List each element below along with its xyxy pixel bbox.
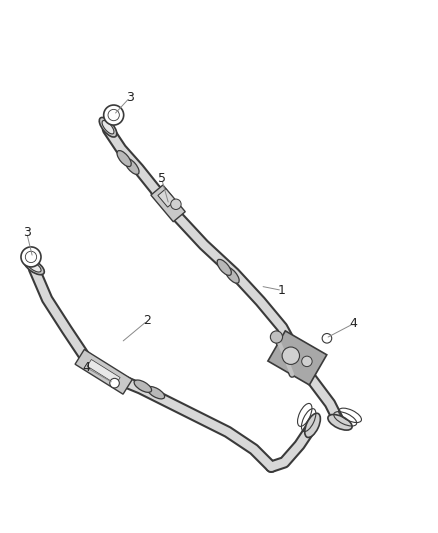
Text: 1: 1 xyxy=(278,284,286,297)
Ellipse shape xyxy=(27,261,41,272)
Ellipse shape xyxy=(217,260,231,276)
Text: 3: 3 xyxy=(126,91,134,104)
Polygon shape xyxy=(87,359,120,384)
Ellipse shape xyxy=(147,386,165,399)
Polygon shape xyxy=(151,185,185,222)
Ellipse shape xyxy=(24,259,44,274)
Ellipse shape xyxy=(225,267,239,283)
Circle shape xyxy=(25,251,37,263)
Ellipse shape xyxy=(305,413,320,438)
Polygon shape xyxy=(158,189,176,207)
Text: 2: 2 xyxy=(143,314,151,327)
Text: 4: 4 xyxy=(349,318,357,330)
Ellipse shape xyxy=(117,150,131,167)
Circle shape xyxy=(104,105,124,125)
Circle shape xyxy=(171,199,181,209)
Circle shape xyxy=(110,378,119,388)
Ellipse shape xyxy=(134,380,152,392)
Circle shape xyxy=(21,247,41,267)
Ellipse shape xyxy=(102,120,114,134)
Polygon shape xyxy=(75,350,132,394)
Text: 5: 5 xyxy=(158,172,166,185)
Ellipse shape xyxy=(125,158,139,174)
Ellipse shape xyxy=(99,117,117,137)
Ellipse shape xyxy=(328,415,352,430)
Text: 4: 4 xyxy=(82,361,90,374)
Circle shape xyxy=(108,109,119,120)
Text: 3: 3 xyxy=(23,226,31,239)
Circle shape xyxy=(322,334,332,343)
Circle shape xyxy=(270,331,283,343)
Polygon shape xyxy=(268,331,327,385)
Circle shape xyxy=(302,356,312,367)
Circle shape xyxy=(282,347,300,365)
